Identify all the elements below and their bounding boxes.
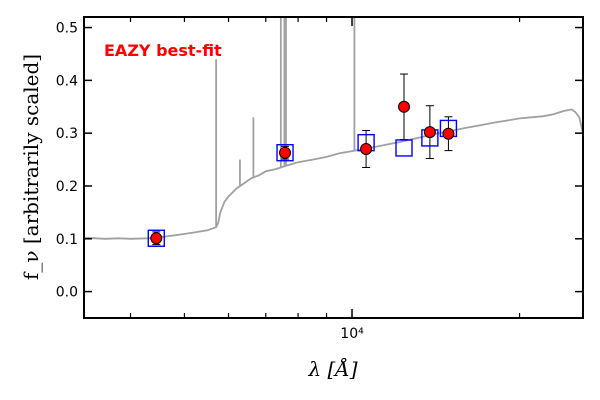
annotation-label: EAZY best-fit [104,41,222,60]
template-spectrum-line [84,108,583,240]
model-point-layer [147,119,458,247]
model-flux-square [276,144,294,162]
observed-point [442,127,455,140]
template-layer [84,17,583,240]
observed-point [150,232,163,245]
observed-point [279,146,292,159]
x-tick-label: 10⁴ [340,326,364,342]
y-tick-label: 0.5 [56,21,78,37]
y-tick-label: 0.4 [56,73,78,89]
model-flux-square [395,139,413,157]
x-axis-title: λ [Å] [307,356,357,381]
observed-point [360,143,373,156]
observed-point [398,100,411,113]
plot-area [84,17,583,247]
observed-point-layer [150,100,455,245]
y-tick-label: 0.3 [56,126,78,142]
y-tick-label: 0.0 [56,285,78,301]
model-flux-square [147,229,165,247]
y-tick-labels: 0.0 0.1 0.2 0.3 0.4 0.5 [56,21,78,301]
y-axis-title: f_ν [arbitrarily scaled] [19,54,43,280]
plot-frame [83,16,584,319]
observed-point [423,126,436,139]
y-tick-label: 0.1 [56,232,78,248]
tick-layer [84,17,583,318]
x-tick-labels: 10⁴ [340,326,364,342]
errorbar-layer [152,73,453,246]
y-tick-label: 0.2 [56,179,78,195]
